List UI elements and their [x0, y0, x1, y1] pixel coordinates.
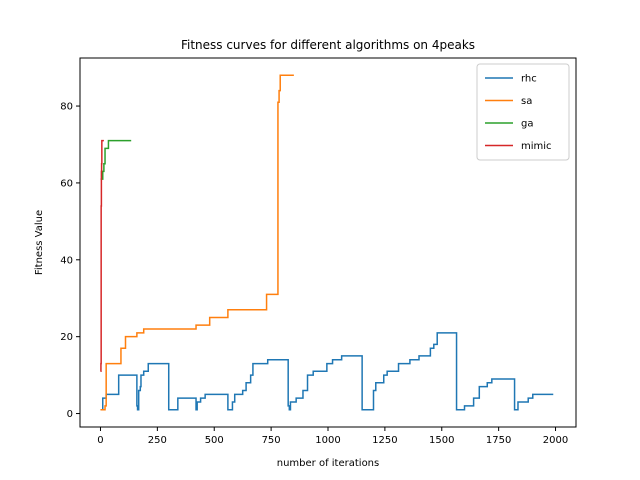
plot-area	[100, 74, 554, 411]
x-tick-label: 1000	[315, 435, 340, 446]
x-tick-label: 2000	[543, 435, 568, 446]
y-tick-label: 40	[60, 255, 73, 266]
series-line-sa	[100, 74, 294, 411]
legend-label-ga: ga	[521, 119, 533, 130]
x-tick-label: 1500	[429, 435, 454, 446]
x-tick-label: 250	[148, 435, 167, 446]
y-axis-label: Fitness Value	[34, 210, 45, 275]
legend-box	[476, 63, 570, 161]
x-tick-label: 750	[262, 435, 281, 446]
legend-label-sa: sa	[521, 96, 532, 107]
x-tick-label: 500	[205, 435, 224, 446]
legend-label-rhc: rhc	[521, 74, 537, 85]
y-axis: 0 20 40 60 80	[60, 102, 80, 420]
x-axis: 0 250 500 750 1000 1250 1500 1750 2000	[97, 427, 568, 446]
series-line-rhc	[100, 332, 554, 411]
x-tick-label: 1250	[372, 435, 397, 446]
x-tick-label: 0	[97, 435, 103, 446]
y-tick-label: 20	[60, 332, 73, 343]
x-tick-label: 1750	[486, 435, 511, 446]
x-axis-label: number of iterations	[277, 458, 379, 469]
series-line-ga	[100, 139, 132, 180]
chart-title: Fitness curves for different algorithms …	[181, 38, 475, 52]
legend-label-mimic: mimic	[521, 141, 552, 152]
legend: rhc sa ga mimic	[476, 63, 570, 161]
y-tick-label: 80	[60, 102, 73, 113]
y-tick-label: 60	[60, 178, 73, 189]
y-tick-label: 0	[67, 409, 73, 420]
series-line-mimic	[100, 139, 104, 373]
plot-frame	[79, 57, 577, 428]
